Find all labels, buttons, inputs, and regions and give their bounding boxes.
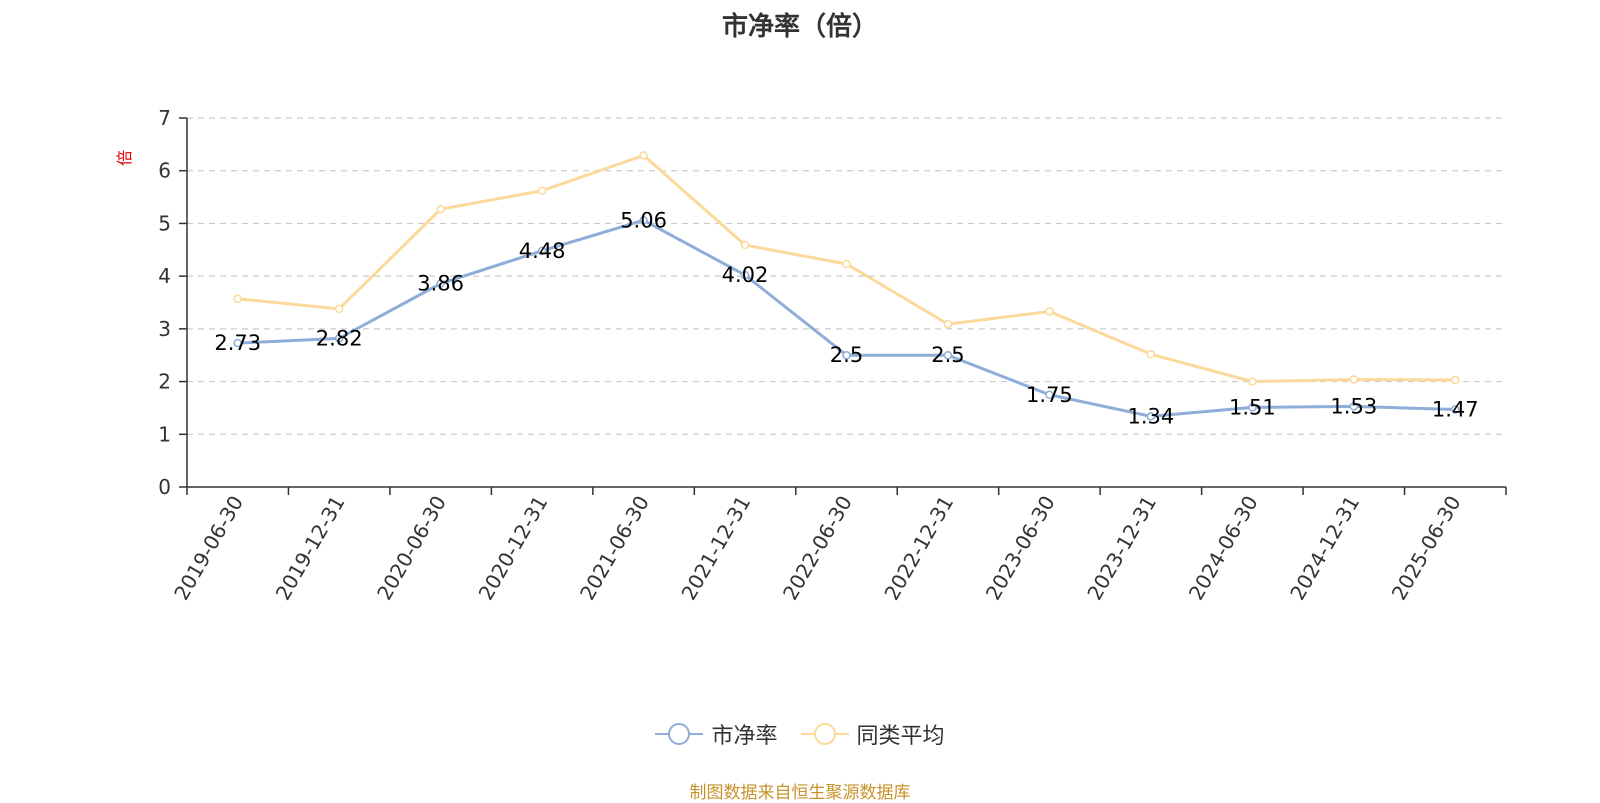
series-2-point — [1248, 377, 1257, 386]
data-label: 1.47 — [1432, 398, 1479, 422]
data-label: 1.51 — [1229, 395, 1276, 419]
y-tick-label: 6 — [158, 159, 171, 183]
series-2-point — [233, 294, 242, 304]
x-tick-label: 2024-12-31 — [1285, 492, 1364, 605]
series-2-point — [1451, 375, 1460, 385]
data-label: 2.82 — [316, 326, 363, 350]
legend-item-series-2[interactable]: 同类平均 — [800, 718, 945, 750]
x-tick-label: 2023-12-31 — [1082, 492, 1161, 605]
series-line-1 — [237, 218, 1456, 418]
series-1-point — [436, 279, 445, 288]
series-2-point — [842, 259, 851, 269]
y-axis-label: 倍 — [115, 150, 134, 166]
data-label: 5.06 — [620, 208, 667, 232]
legend: 市净率 同类平均 — [0, 718, 1600, 752]
series-2-point — [740, 240, 750, 250]
y-tick-label: 4 — [158, 264, 171, 288]
legend-item-series-1[interactable]: 市净率 — [655, 718, 778, 750]
series-2-point — [639, 151, 648, 160]
series-1-point — [639, 216, 648, 225]
series-2-point — [537, 186, 547, 195]
data-label: 3.86 — [417, 272, 464, 296]
x-tick-label: 2020-12-31 — [474, 492, 553, 605]
x-tick-label: 2019-06-30 — [169, 492, 248, 605]
y-tick-label: 0 — [158, 475, 171, 499]
legend-label-series-1: 市净率 — [711, 724, 778, 749]
data-label: 2.73 — [214, 331, 261, 355]
data-label: 4.48 — [519, 239, 566, 263]
series-1-point — [537, 246, 547, 256]
series-2-point — [334, 304, 344, 314]
series-2-point — [943, 319, 953, 329]
series-1-point — [1248, 403, 1257, 412]
series-1-point — [1146, 412, 1156, 421]
series-1-point — [334, 334, 344, 343]
x-tick-label: 2025-06-30 — [1387, 492, 1466, 605]
x-tick-label: 2019-12-31 — [271, 492, 350, 605]
source-note: 制图数据来自恒生聚源数据库 — [689, 783, 911, 803]
series-1-point — [1451, 405, 1460, 414]
legend-marker-line-2 — [800, 723, 849, 745]
data-label: 1.53 — [1330, 394, 1377, 418]
y-tick-label: 5 — [158, 211, 171, 235]
series-1-point — [943, 350, 953, 360]
data-label: 2.5 — [830, 343, 863, 367]
series-1-point — [842, 350, 851, 360]
series-2-point — [1146, 349, 1156, 359]
series-1-point — [1045, 390, 1054, 399]
legend-label-series-2: 同类平均 — [856, 724, 945, 749]
data-label: 2.5 — [931, 343, 964, 367]
x-tick-label: 2023-06-30 — [981, 492, 1060, 605]
y-tick-label: 2 — [158, 370, 171, 394]
series-2-point — [436, 204, 445, 214]
data-label: 1.34 — [1128, 404, 1175, 428]
chart-title: 市净率（倍） — [721, 12, 878, 42]
data-label: 1.75 — [1026, 383, 1073, 407]
x-tick-label: 2022-06-30 — [778, 492, 857, 605]
series-1-point — [740, 270, 750, 280]
x-tick-label: 2021-12-31 — [676, 492, 755, 605]
x-tick-label: 2024-06-30 — [1184, 492, 1263, 605]
series-1-point — [1349, 402, 1359, 411]
series-1-point — [233, 338, 242, 348]
y-tick-label: 3 — [158, 317, 171, 341]
x-tick-label: 2020-06-30 — [372, 491, 451, 604]
data-label: 4.02 — [722, 263, 769, 287]
y-tick-label: 7 — [158, 106, 171, 130]
y-tick-label: 1 — [158, 422, 171, 446]
x-tick-label: 2022-12-31 — [879, 492, 958, 605]
series-layer — [233, 151, 1460, 421]
legend-marker-line-1 — [655, 723, 704, 745]
grid-lines — [187, 117, 1506, 435]
series-2-point — [1045, 307, 1054, 316]
series-2-point — [1349, 375, 1359, 384]
data-labels: 2.73 2.82 3.86 4.48 5.06 4.02 2.5 2.5 1.75 1.34 1.… — [214, 208, 1478, 428]
x-tick-label: 2021-06-30 — [575, 492, 654, 605]
